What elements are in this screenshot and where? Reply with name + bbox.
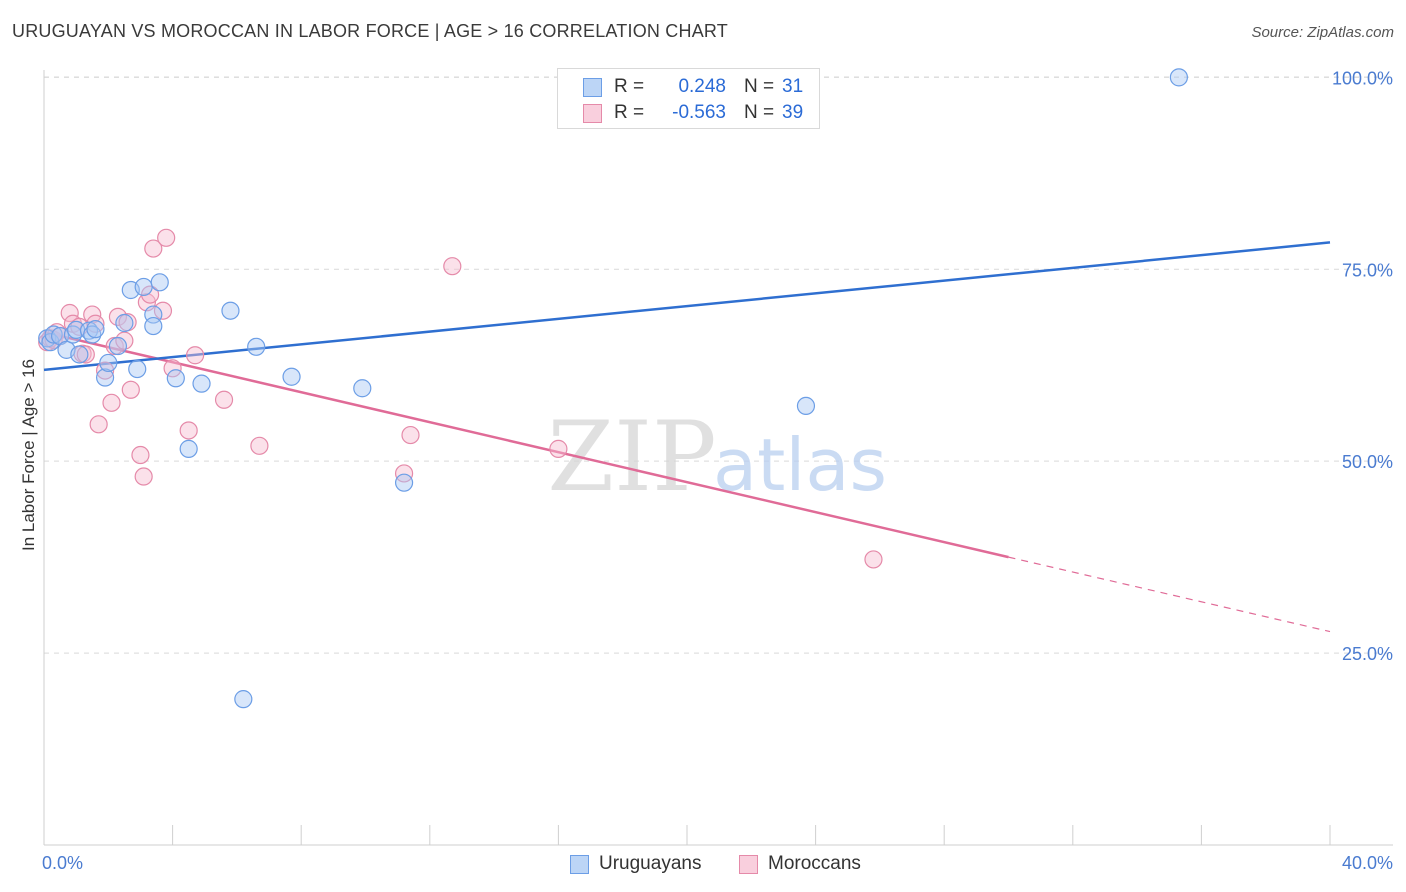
uruguayan-points xyxy=(38,68,1188,709)
uruguayan-point xyxy=(394,473,414,492)
uruguayan-point xyxy=(115,313,134,333)
moroccan-trend-line xyxy=(43,330,1009,559)
moroccan-swatch xyxy=(583,103,602,123)
moroccan-point xyxy=(121,380,140,399)
legend-row-moroccans: R = -0.563 N = 39 xyxy=(583,101,803,125)
uruguayan-trend-line xyxy=(43,241,1331,372)
uruguayan-point xyxy=(353,379,372,398)
watermark: ZIP atlas xyxy=(547,401,887,513)
chart-source: Source: ZipAtlas.com xyxy=(1251,24,1394,41)
y-tick-label: 50.0% xyxy=(1342,452,1393,472)
bottom-legend-label: Uruguayans xyxy=(599,853,702,874)
uruguayan-point xyxy=(44,325,63,344)
legend-r-value: 0.248 xyxy=(678,76,726,97)
moroccan-point xyxy=(401,425,420,445)
uruguayan-point xyxy=(144,316,163,336)
legend-r-label: R = xyxy=(614,102,645,123)
moroccan-point xyxy=(60,303,79,323)
y-tick-label: 100.0% xyxy=(1332,68,1393,88)
legend-n-label: N = xyxy=(744,76,775,97)
uruguayan-point xyxy=(83,325,102,344)
uruguayan-point xyxy=(166,369,185,388)
uruguayan-point xyxy=(95,368,115,387)
moroccan-point xyxy=(89,415,108,434)
uruguayan-point xyxy=(70,345,89,364)
y-tick-label: 25.0% xyxy=(1342,644,1393,664)
moroccan-point xyxy=(864,550,883,569)
bottom-legend-uruguayans: Uruguayans xyxy=(570,852,701,876)
uruguayan-point xyxy=(234,690,253,709)
moroccan-point xyxy=(134,467,153,486)
y-axis-label: In Labor Force | Age > 16 xyxy=(19,359,38,551)
moroccan-point xyxy=(157,228,176,247)
gridlines xyxy=(44,76,1393,654)
uruguayan-point xyxy=(1169,68,1188,87)
chart-title: URUGUAYAN VS MOROCCAN IN LABOR FORCE | A… xyxy=(12,21,728,41)
tick-labels: 25.0% 50.0% 75.0% 100.0% 0.0% 40.0% xyxy=(42,68,1393,873)
watermark-zip: ZIP xyxy=(547,401,716,513)
x-tick-label: 0.0% xyxy=(42,853,83,873)
moroccan-point xyxy=(153,301,173,320)
moroccan-point xyxy=(179,421,198,440)
watermark-atlas: atlas xyxy=(713,423,887,507)
uruguayan-point xyxy=(192,374,211,393)
legend-n-value: 31 xyxy=(782,76,804,97)
uruguayan-point xyxy=(134,277,153,297)
uruguayan-swatch xyxy=(570,854,589,874)
uruguayan-point xyxy=(179,439,198,458)
moroccan-point xyxy=(214,390,234,409)
moroccan-swatch xyxy=(739,854,758,874)
moroccan-point xyxy=(394,464,414,483)
legend-row-uruguayans: R = 0.248 N = 31 xyxy=(583,75,803,99)
moroccan-point xyxy=(76,345,95,364)
uruguayan-point xyxy=(247,337,266,356)
legend-r-value: -0.563 xyxy=(672,102,726,123)
moroccan-point xyxy=(250,436,269,455)
moroccan-point xyxy=(549,439,568,458)
moroccan-point xyxy=(131,445,150,465)
uruguayan-point xyxy=(86,320,105,339)
moroccan-point xyxy=(186,346,205,365)
moroccan-point xyxy=(163,359,182,378)
y-tick-label: 75.0% xyxy=(1342,260,1393,280)
moroccan-point xyxy=(144,239,163,258)
trend-lines xyxy=(43,241,1331,633)
uruguayan-point xyxy=(221,301,240,320)
legend-n-value: 39 xyxy=(782,102,804,123)
legend-r-label: R = xyxy=(614,76,645,97)
uruguayan-point xyxy=(796,396,816,416)
uruguayan-point xyxy=(99,353,118,373)
legend-n-label: N = xyxy=(744,102,775,123)
moroccan-point xyxy=(86,314,105,333)
x-tick-label: 40.0% xyxy=(1342,853,1393,873)
axes xyxy=(43,70,1393,846)
uruguayan-point xyxy=(150,273,169,292)
moroccan-point xyxy=(443,257,462,276)
uruguayan-point xyxy=(282,367,301,386)
moroccan-trend-extension xyxy=(1008,556,1331,633)
uruguayan-swatch xyxy=(583,77,602,97)
bottom-legend-label: Moroccans xyxy=(768,853,861,874)
uruguayan-point xyxy=(108,336,128,356)
uruguayan-point xyxy=(128,359,147,379)
bottom-legend-moroccans: Moroccans xyxy=(739,852,861,876)
legend: R = 0.248 N = 31 R = -0.563 N = 39 xyxy=(557,68,820,129)
moroccan-point xyxy=(102,393,121,412)
